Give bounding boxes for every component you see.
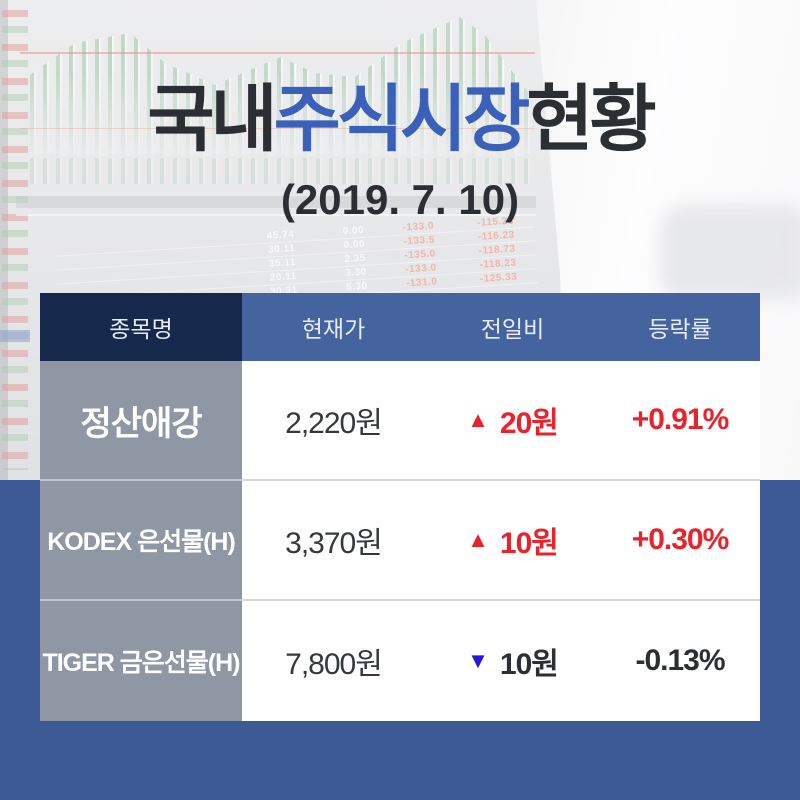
- change-value: 10원: [499, 648, 559, 681]
- stock-name: 정산애강: [40, 361, 242, 481]
- candlestick-chart: [30, 17, 530, 155]
- stock-price: 3,370원: [285, 527, 383, 560]
- price-line: [20, 52, 535, 54]
- price-change: ▲ 10원: [467, 518, 559, 562]
- table-header-row: 종목명 현재가 전일비 등락률: [40, 293, 760, 361]
- stock-price: 7,800원: [285, 648, 383, 681]
- stock-name: KODEX 은선물(H): [40, 481, 242, 601]
- table-row: 정산애강 2,220원 ▲ 20원 +0.91%: [40, 361, 760, 481]
- title-part-domestic: 국내: [147, 79, 277, 160]
- up-triangle-icon: ▲: [467, 527, 489, 552]
- change-rate: +0.30%: [631, 523, 730, 556]
- column-header-name: 종목명: [40, 293, 242, 361]
- column-header-rate: 등락률: [600, 293, 760, 361]
- change-rate: -0.13%: [635, 644, 725, 677]
- price-change: ▲ 20원: [467, 398, 559, 442]
- change-value: 20원: [499, 407, 559, 440]
- date-label: (2019. 7. 10): [280, 176, 520, 223]
- blurred-desk-object: [660, 205, 800, 300]
- column-header-price: 현재가: [242, 293, 425, 361]
- down-triangle-icon: ▼: [467, 648, 489, 673]
- column-header-change: 전일비: [425, 293, 600, 361]
- watchlist-ticks: [2, 10, 28, 470]
- change-rate: +0.91%: [631, 403, 730, 436]
- volume-bars: [30, 158, 530, 184]
- page-title: 국내주식시장현황: [0, 70, 800, 170]
- price-change: ▼ 10원: [467, 639, 559, 683]
- title-part-stock-market: 주식시장: [273, 79, 531, 160]
- table-row: TIGER 금은선물(H) 7,800원 ▼ 10원 -0.13%: [40, 601, 760, 721]
- price-line-2: [20, 128, 535, 129]
- screen-toolbar: [16, 196, 536, 208]
- table-row: KODEX 은선물(H) 3,370원 ▲ 10원 +0.30%: [40, 481, 760, 601]
- stock-name: TIGER 금은선물(H): [40, 601, 242, 721]
- title-part-status: 현황: [526, 79, 656, 160]
- stock-price: 2,220원: [285, 407, 383, 440]
- screen-divider: [16, 214, 536, 216]
- stock-table: 종목명 현재가 전일비 등락률 정산애강 2,220원 ▲ 20원 +0.91% …: [40, 293, 760, 721]
- change-value: 10원: [499, 527, 559, 560]
- watchlist-highlight: [0, 330, 30, 342]
- up-triangle-icon: ▲: [467, 407, 489, 432]
